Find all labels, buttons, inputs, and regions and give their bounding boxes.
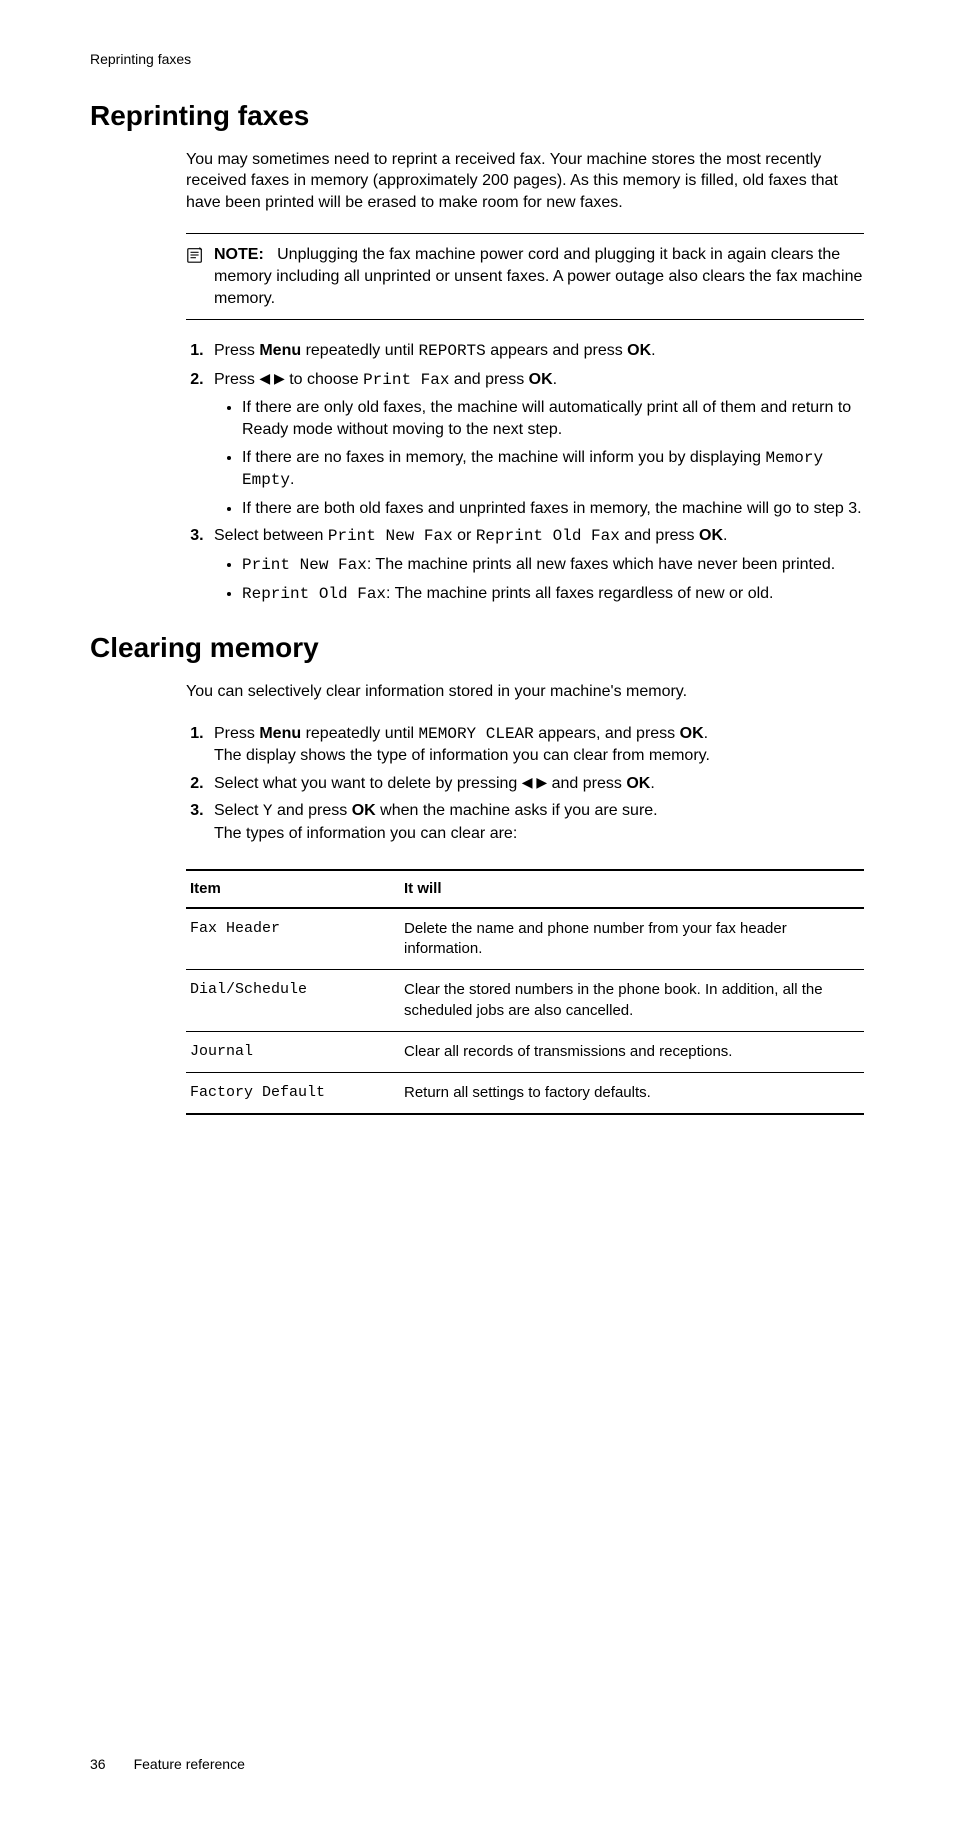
note-box: NOTE: Unplugging the fax machine power c… bbox=[186, 233, 864, 320]
section1-heading: Reprinting faxes bbox=[90, 97, 864, 135]
footer-label: Feature reference bbox=[134, 1756, 245, 1772]
section2-steps: Press Menu repeatedly until MEMORY CLEAR… bbox=[186, 723, 864, 845]
item-cell: Factory Default bbox=[186, 1073, 400, 1115]
col-desc-header: It will bbox=[400, 870, 864, 908]
section1-steps: Press Menu repeatedly until REPORTS appe… bbox=[186, 340, 864, 605]
list-item: If there are no faxes in memory, the mac… bbox=[242, 447, 864, 492]
s1-step2: Press ◀ ▶ to choose Print Fax and press … bbox=[208, 369, 864, 520]
page-number: 36 bbox=[90, 1755, 106, 1774]
s2-step1: Press Menu repeatedly until MEMORY CLEAR… bbox=[208, 723, 864, 767]
memory-clear-table: Item It will Fax Header Delete the name … bbox=[186, 869, 864, 1116]
list-item: If there are both old faxes and unprinte… bbox=[242, 498, 864, 520]
s2-step2: Select what you want to delete by pressi… bbox=[208, 773, 864, 795]
s1-step3: Select between Print New Fax or Reprint … bbox=[208, 525, 864, 605]
list-item: If there are only old faxes, the machine… bbox=[242, 397, 864, 440]
running-head: Reprinting faxes bbox=[90, 50, 864, 69]
section2-heading: Clearing memory bbox=[90, 629, 864, 667]
s2-step1-line2: The display shows the type of informatio… bbox=[214, 745, 864, 767]
desc-cell: Return all settings to factory defaults. bbox=[400, 1073, 864, 1115]
note-text: NOTE: Unplugging the fax machine power c… bbox=[214, 244, 864, 309]
desc-cell: Clear the stored numbers in the phone bo… bbox=[400, 970, 864, 1032]
arrow-icons: ◀ ▶ bbox=[259, 370, 284, 386]
note-label: NOTE: bbox=[214, 246, 264, 263]
s1-step1: Press Menu repeatedly until REPORTS appe… bbox=[208, 340, 864, 363]
col-item-header: Item bbox=[186, 870, 400, 908]
desc-cell: Delete the name and phone number from yo… bbox=[400, 908, 864, 970]
s2-step3: Select Y and press OK when the machine a… bbox=[208, 800, 864, 844]
list-item: Print New Fax: The machine prints all ne… bbox=[242, 554, 864, 577]
list-item: Reprint Old Fax: The machine prints all … bbox=[242, 583, 864, 606]
note-body: Unplugging the fax machine power cord an… bbox=[214, 246, 862, 306]
s1-step3-bullets: Print New Fax: The machine prints all ne… bbox=[214, 554, 864, 605]
note-icon bbox=[186, 246, 208, 309]
arrow-icons: ◀ ▶ bbox=[522, 774, 547, 790]
table-row: Dial/Schedule Clear the stored numbers i… bbox=[186, 970, 864, 1032]
s2-step3-line2: The types of information you can clear a… bbox=[214, 823, 864, 845]
table-row: Journal Clear all records of transmissio… bbox=[186, 1031, 864, 1072]
section1-intro: You may sometimes need to reprint a rece… bbox=[186, 149, 864, 214]
item-cell: Dial/Schedule bbox=[186, 970, 400, 1032]
desc-cell: Clear all records of transmissions and r… bbox=[400, 1031, 864, 1072]
s1-step2-bullets: If there are only old faxes, the machine… bbox=[214, 397, 864, 519]
page-footer: 36 Feature reference bbox=[90, 1755, 864, 1774]
table-row: Factory Default Return all settings to f… bbox=[186, 1073, 864, 1115]
item-cell: Fax Header bbox=[186, 908, 400, 970]
item-cell: Journal bbox=[186, 1031, 400, 1072]
section2-intro: You can selectively clear information st… bbox=[186, 681, 864, 703]
table-row: Fax Header Delete the name and phone num… bbox=[186, 908, 864, 970]
